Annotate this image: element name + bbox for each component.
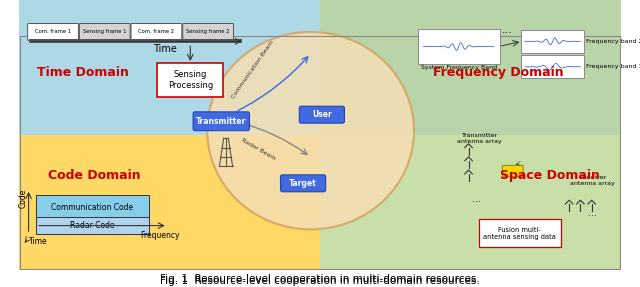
Text: Transmitter: Transmitter bbox=[196, 117, 246, 126]
Text: Radar Beam: Radar Beam bbox=[241, 138, 277, 161]
Text: Fig. 1  Resource-level cooperation in multi-domain resources.: Fig. 1 Resource-level cooperation in mul… bbox=[160, 274, 480, 284]
Text: User: User bbox=[312, 110, 332, 119]
FancyBboxPatch shape bbox=[521, 55, 584, 78]
Text: ...: ... bbox=[501, 25, 512, 35]
Text: Sensing frame 2: Sensing frame 2 bbox=[186, 30, 230, 34]
Text: System Frequency Band: System Frequency Band bbox=[420, 65, 497, 70]
FancyBboxPatch shape bbox=[320, 135, 621, 270]
Text: Sensing
Processing: Sensing Processing bbox=[168, 70, 213, 90]
FancyBboxPatch shape bbox=[131, 24, 182, 40]
Text: Code: Code bbox=[19, 189, 28, 208]
Text: Fig. 1  Resource-level cooperation in multi-domain resources.: Fig. 1 Resource-level cooperation in mul… bbox=[160, 276, 480, 286]
FancyBboxPatch shape bbox=[320, 0, 621, 135]
FancyBboxPatch shape bbox=[193, 112, 250, 131]
FancyBboxPatch shape bbox=[280, 175, 326, 192]
Text: ...: ... bbox=[588, 208, 597, 218]
Text: ⚡: ⚡ bbox=[513, 161, 521, 171]
Text: ...: ... bbox=[472, 194, 481, 204]
FancyBboxPatch shape bbox=[36, 217, 149, 234]
FancyBboxPatch shape bbox=[157, 63, 223, 97]
Text: Communication Code: Communication Code bbox=[51, 203, 134, 212]
Text: Com. frame 1: Com. frame 1 bbox=[35, 30, 71, 34]
Bar bbox=[29, 40, 242, 43]
FancyBboxPatch shape bbox=[19, 0, 320, 135]
Text: Com. frame 2: Com. frame 2 bbox=[138, 30, 175, 34]
Text: Radar Code: Radar Code bbox=[70, 221, 115, 230]
FancyBboxPatch shape bbox=[300, 106, 344, 123]
Text: Frequency band 2: Frequency band 2 bbox=[586, 39, 640, 44]
Text: Space Domain: Space Domain bbox=[500, 169, 600, 182]
FancyBboxPatch shape bbox=[418, 29, 500, 64]
Text: Fusion multi-
antenna sensing data: Fusion multi- antenna sensing data bbox=[483, 227, 556, 240]
Text: Receiver
antenna array: Receiver antenna array bbox=[570, 175, 615, 186]
Text: Target: Target bbox=[289, 179, 317, 188]
FancyBboxPatch shape bbox=[479, 219, 561, 247]
Text: Transmitter
antenna array: Transmitter antenna array bbox=[458, 133, 502, 144]
FancyBboxPatch shape bbox=[521, 30, 584, 53]
FancyBboxPatch shape bbox=[19, 135, 320, 270]
Text: Time: Time bbox=[29, 237, 47, 246]
Text: Time Domain: Time Domain bbox=[37, 66, 129, 79]
FancyBboxPatch shape bbox=[183, 24, 234, 40]
FancyBboxPatch shape bbox=[28, 24, 79, 40]
FancyBboxPatch shape bbox=[79, 24, 130, 40]
FancyBboxPatch shape bbox=[502, 165, 523, 177]
Text: Frequency band 1: Frequency band 1 bbox=[586, 64, 640, 69]
FancyBboxPatch shape bbox=[36, 195, 149, 221]
Text: Frequency: Frequency bbox=[140, 231, 180, 241]
Text: Sensing frame 1: Sensing frame 1 bbox=[83, 30, 127, 34]
Ellipse shape bbox=[207, 32, 414, 229]
Text: Frequency Domain: Frequency Domain bbox=[433, 66, 564, 79]
Text: Time: Time bbox=[153, 44, 177, 54]
Text: Communication Beam: Communication Beam bbox=[230, 40, 275, 100]
Text: Code Domain: Code Domain bbox=[48, 169, 141, 182]
